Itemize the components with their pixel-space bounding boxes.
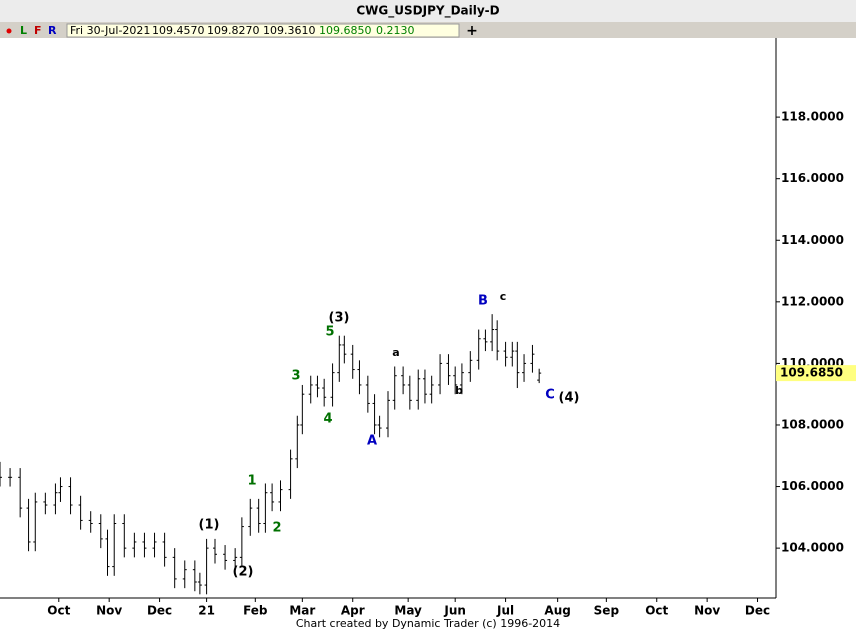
x-tick-label: Apr [341, 604, 365, 618]
wave-label: 5 [325, 325, 334, 340]
toolbar-button[interactable]: L [20, 24, 27, 37]
footer: Chart created by Dynamic Trader (c) 1996… [296, 617, 560, 630]
y-tick-label: 114.0000 [781, 233, 844, 247]
wave-label: b [455, 384, 463, 397]
info-high: 109.8270 [207, 24, 260, 37]
info-date: Fri 30-Jul-2021 [70, 24, 150, 37]
wave-label: 4 [323, 412, 332, 427]
y-tick-label: 106.0000 [781, 479, 844, 493]
info-open: 109.4570 [152, 24, 205, 37]
toolbar-button[interactable]: F [34, 24, 42, 37]
x-tick-label: Oct [645, 604, 668, 618]
wave-label: A [367, 434, 377, 449]
x-tick-label: Jun [443, 604, 466, 618]
x-tick-label: Oct [47, 604, 70, 618]
y-tick-label: 108.0000 [781, 417, 844, 431]
y-tick-label: 118.0000 [781, 110, 844, 124]
x-tick-label: Dec [147, 604, 172, 618]
info-box [66, 23, 460, 38]
wave-label: (1) [199, 518, 220, 533]
info-change: 0.2130 [376, 24, 415, 37]
x-tick-label: Aug [544, 604, 570, 618]
title-bar [0, 0, 856, 22]
x-tick-label: Mar [289, 604, 315, 618]
x-tick-label: Nov [694, 604, 720, 618]
wave-label: 1 [247, 474, 256, 489]
wave-label: C [545, 388, 555, 403]
chart-title: CWG_USDJPY_Daily-D [356, 4, 499, 19]
x-tick-label: Sep [594, 604, 620, 618]
wave-label: 3 [291, 369, 300, 384]
y-tick-label: 104.0000 [781, 541, 844, 555]
wave-label: (4) [559, 391, 580, 406]
info-close: 109.6850 [319, 24, 372, 37]
x-tick-label: Dec [745, 604, 770, 618]
wave-label: (3) [329, 311, 350, 326]
y-tick-label: 116.0000 [781, 171, 844, 185]
y-tick-label: 112.0000 [781, 294, 844, 308]
wave-label: 2 [272, 521, 281, 536]
wave-label: B [478, 294, 488, 309]
info-low: 109.3610 [263, 24, 316, 37]
x-tick-label: Jul [496, 604, 514, 618]
price-tag-label: 109.6850 [780, 366, 843, 380]
wave-label: a [392, 346, 399, 359]
x-tick-label: 21 [198, 604, 215, 618]
wave-label: (2) [233, 565, 254, 580]
x-tick-label: May [394, 604, 422, 618]
wave-label: c [500, 290, 507, 303]
add-button[interactable]: + [466, 23, 478, 39]
status-dot [6, 28, 12, 34]
toolbar-button[interactable]: R [48, 24, 57, 37]
x-tick-label: Nov [96, 604, 122, 618]
x-tick-label: Feb [243, 604, 268, 618]
price-tag [776, 365, 856, 382]
